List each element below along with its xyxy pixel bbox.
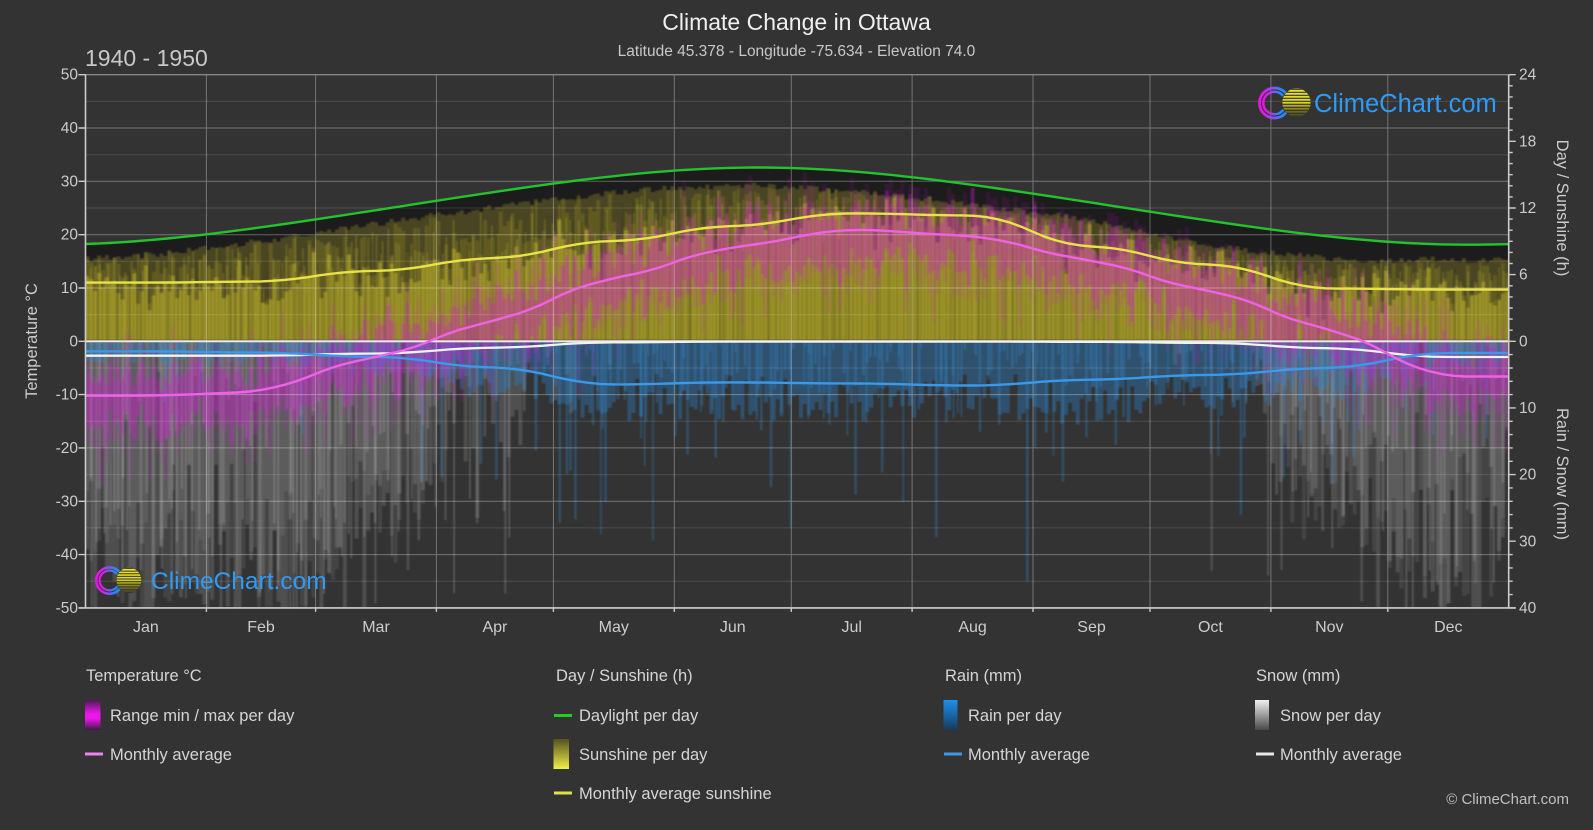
svg-text:10: 10 bbox=[61, 280, 79, 297]
svg-text:Jun: Jun bbox=[720, 619, 746, 636]
svg-text:Jan: Jan bbox=[133, 619, 159, 636]
svg-text:-50: -50 bbox=[56, 600, 79, 617]
svg-text:Temperature °C: Temperature °C bbox=[86, 667, 202, 685]
svg-text:Temperature °C: Temperature °C bbox=[23, 283, 41, 399]
svg-text:Day / Sunshine (h): Day / Sunshine (h) bbox=[556, 667, 693, 685]
svg-text:Oct: Oct bbox=[1198, 619, 1223, 636]
svg-text:6: 6 bbox=[1519, 267, 1528, 284]
svg-text:Climate Change in Ottawa: Climate Change in Ottawa bbox=[662, 9, 931, 35]
svg-text:Snow (mm): Snow (mm) bbox=[1256, 667, 1340, 685]
svg-text:ClimeChart.com: ClimeChart.com bbox=[1314, 90, 1497, 118]
svg-text:May: May bbox=[599, 619, 629, 636]
svg-text:Apr: Apr bbox=[482, 619, 508, 636]
svg-text:18: 18 bbox=[1519, 133, 1536, 150]
svg-text:10: 10 bbox=[1519, 400, 1537, 417]
svg-text:12: 12 bbox=[1519, 200, 1536, 217]
svg-text:© ClimeChart.com: © ClimeChart.com bbox=[1446, 791, 1569, 808]
svg-text:Sep: Sep bbox=[1077, 619, 1106, 636]
svg-text:Snow per day: Snow per day bbox=[1280, 707, 1382, 725]
svg-text:Nov: Nov bbox=[1315, 619, 1343, 636]
svg-text:Day / Sunshine (h): Day / Sunshine (h) bbox=[1553, 140, 1571, 277]
svg-text:ClimeChart.com: ClimeChart.com bbox=[151, 568, 327, 595]
svg-text:40: 40 bbox=[1519, 600, 1537, 617]
svg-text:Monthly average sunshine: Monthly average sunshine bbox=[579, 785, 772, 803]
svg-text:50: 50 bbox=[61, 67, 79, 84]
svg-text:Mar: Mar bbox=[362, 619, 390, 636]
svg-text:30: 30 bbox=[61, 173, 79, 190]
svg-text:Feb: Feb bbox=[247, 619, 275, 636]
svg-text:0: 0 bbox=[1519, 333, 1528, 350]
svg-text:20: 20 bbox=[61, 227, 79, 244]
svg-text:1940 - 1950: 1940 - 1950 bbox=[85, 45, 208, 71]
svg-text:0: 0 bbox=[69, 333, 78, 350]
svg-text:Daylight per day: Daylight per day bbox=[579, 707, 699, 725]
svg-text:-20: -20 bbox=[56, 440, 79, 457]
svg-text:Monthly average: Monthly average bbox=[1280, 746, 1402, 764]
svg-text:Latitude 45.378 - Longitude -7: Latitude 45.378 - Longitude -75.634 - El… bbox=[618, 43, 976, 60]
svg-text:-40: -40 bbox=[56, 547, 79, 564]
svg-text:Aug: Aug bbox=[958, 619, 986, 636]
svg-text:Jul: Jul bbox=[841, 619, 861, 636]
svg-text:Sunshine per day: Sunshine per day bbox=[579, 746, 708, 764]
svg-text:40: 40 bbox=[61, 120, 79, 137]
svg-text:Rain per day: Rain per day bbox=[968, 707, 1062, 725]
svg-text:-30: -30 bbox=[56, 493, 79, 510]
svg-text:Range min / max per day: Range min / max per day bbox=[110, 707, 295, 725]
svg-text:30: 30 bbox=[1519, 533, 1537, 550]
svg-text:Dec: Dec bbox=[1434, 619, 1462, 636]
svg-text:-10: -10 bbox=[56, 387, 79, 404]
svg-text:Monthly average: Monthly average bbox=[110, 746, 232, 764]
svg-text:20: 20 bbox=[1519, 467, 1537, 484]
svg-text:24: 24 bbox=[1519, 67, 1537, 84]
svg-text:Monthly average: Monthly average bbox=[968, 746, 1090, 764]
svg-text:Rain / Snow (mm): Rain / Snow (mm) bbox=[1553, 408, 1571, 540]
svg-text:Rain (mm): Rain (mm) bbox=[945, 667, 1022, 685]
